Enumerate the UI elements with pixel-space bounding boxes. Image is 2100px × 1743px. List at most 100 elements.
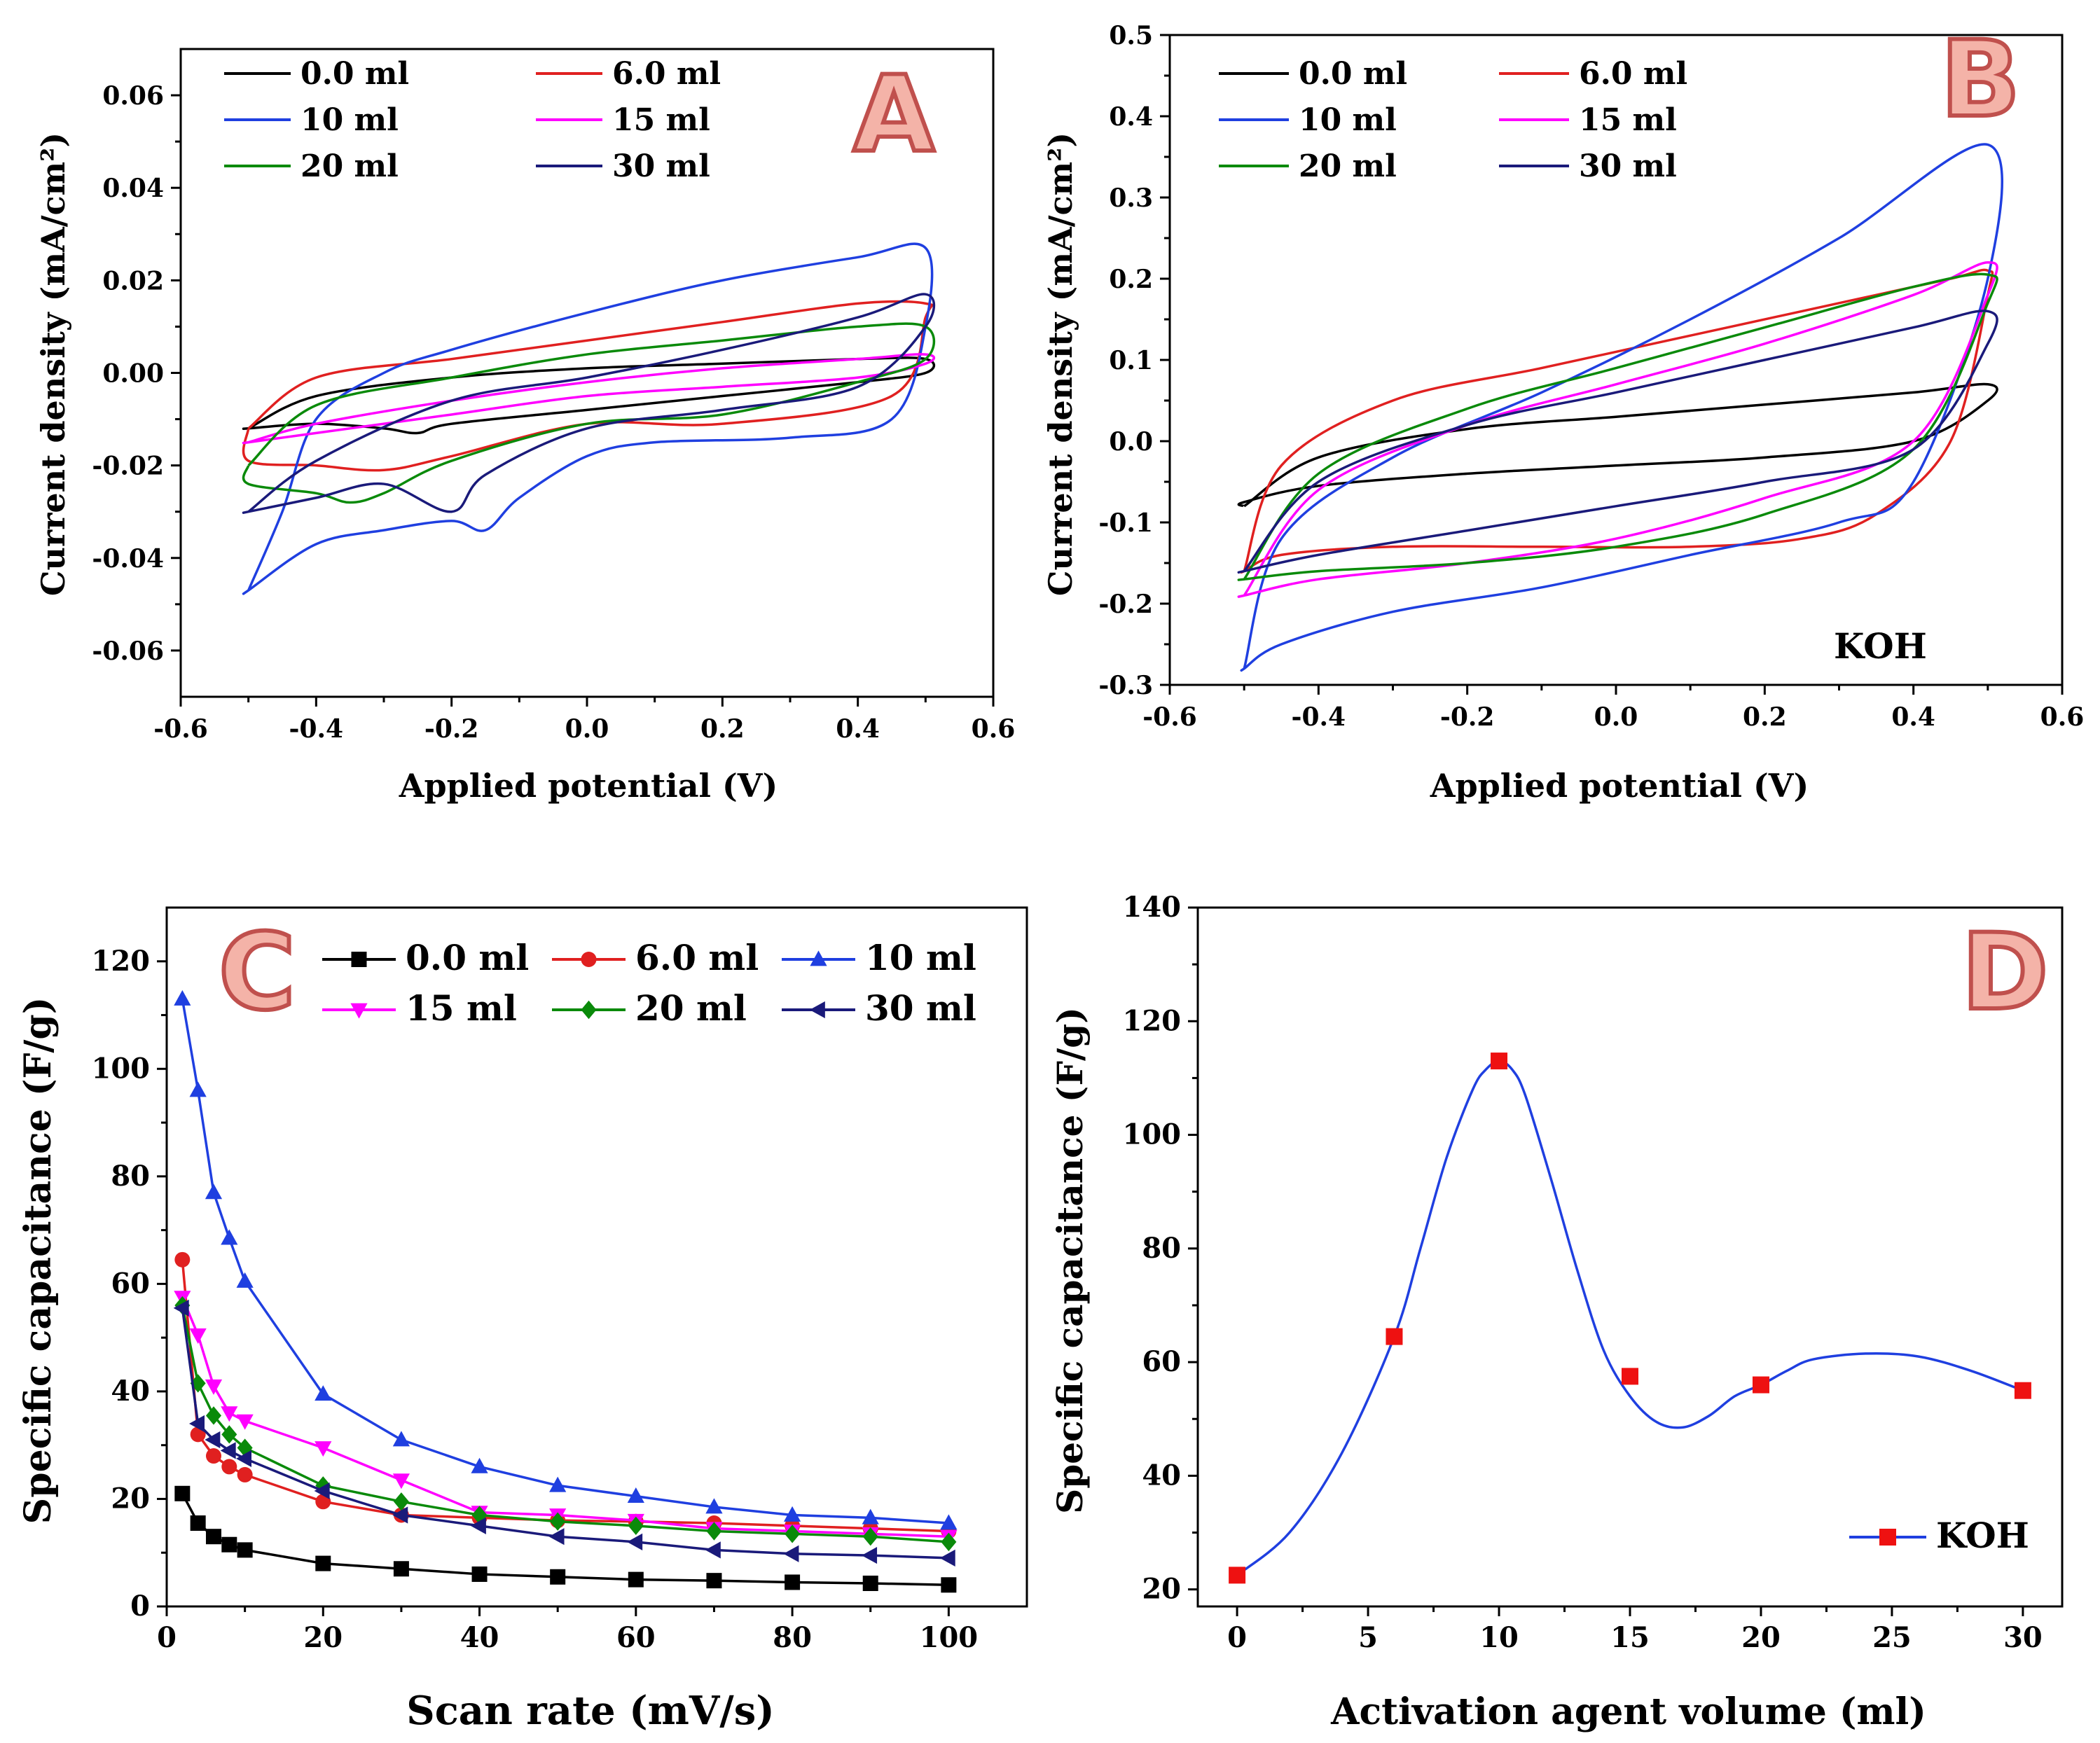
- panel-b-legend-label: 0.0 ml: [1299, 56, 1407, 92]
- panel-a-ytick-label: -0.04: [92, 544, 164, 574]
- panel-d-xtick-label: 20: [1741, 1621, 1781, 1654]
- panel-d-xtick-label: 10: [1479, 1621, 1519, 1654]
- panel-a-xtick-label: 0.0: [565, 714, 609, 744]
- panel-c-xtick-label: 40: [460, 1621, 499, 1654]
- panel-c-legend-label: 6.0 ml: [635, 937, 759, 978]
- panel-c-xtick-label: 20: [303, 1621, 343, 1654]
- panel-a-xtick-label: -0.2: [424, 714, 479, 744]
- panel-a-xtick-label: 0.6: [972, 714, 1016, 744]
- panel-c-series-0-point: [471, 1566, 488, 1582]
- panel-d-xtick-label: 30: [2003, 1621, 2043, 1654]
- panel-a-xtick-label: 0.2: [700, 714, 745, 744]
- panel-c-ytick-label: 100: [92, 1052, 151, 1085]
- panel-d-legend-label: KOH: [1936, 1515, 2029, 1556]
- panel-c-series-2-point: [627, 1487, 644, 1503]
- panel-b-legend-label: 20 ml: [1299, 148, 1397, 184]
- panel-a-series-2-line: [242, 242, 934, 595]
- panel-c-legend-label: 10 ml: [865, 937, 976, 978]
- panel-c-series-0-point: [393, 1561, 409, 1577]
- panel-c-series-4-point: [221, 1425, 237, 1444]
- panel-b-ytick-label: 0.1: [1109, 346, 1153, 375]
- panel-c-series-1-point: [205, 1448, 221, 1464]
- panel-c-series-2-point: [221, 1229, 238, 1245]
- panel-c-series-4-point: [237, 1438, 253, 1457]
- panel-c-series-1-point: [221, 1459, 237, 1475]
- panel-c-series-0-point: [785, 1574, 801, 1590]
- panel-c-ytick-label: 0: [130, 1590, 150, 1623]
- panel-c-series-4-point: [628, 1516, 644, 1536]
- panel-d-xtick-label: 0: [1227, 1621, 1247, 1654]
- panel-a-ytick-label: -0.06: [92, 637, 164, 666]
- panel-d-point: [1491, 1053, 1508, 1070]
- panel-d-ylabel: Specific capacitance (F/g): [1049, 1007, 1091, 1514]
- panel-c-series-5-point: [705, 1541, 721, 1559]
- panel-b-legend-label: 10 ml: [1299, 102, 1397, 138]
- panel-a-legend-label: 6.0 ml: [612, 56, 721, 92]
- panel-d-ytick-label: 40: [1142, 1459, 1181, 1492]
- panel-a-xtick-label: -0.6: [153, 714, 208, 744]
- panel-b-plot-area: -0.6 -0.4 -0.2 0.0 0.2 0.4 0.6 -0.3 -0.2 -0.1 0.0 0…: [1098, 21, 2084, 732]
- panel-a-xtick-label: 0.4: [836, 714, 880, 744]
- panel-a-legend-label: 10 ml: [301, 102, 399, 138]
- panel-d-frame: [1196, 906, 2064, 1608]
- panel-b-ytick-label: 0.4: [1109, 102, 1153, 132]
- panel-c-series-0-point: [221, 1536, 237, 1553]
- panel-c-legend-marker: [810, 950, 827, 966]
- panel-c-series-2-point: [392, 1431, 410, 1447]
- panel-b-xtick-label: -0.2: [1440, 702, 1495, 732]
- panel-c-series-5-point: [783, 1545, 799, 1562]
- panel-d-legend-marker: [1879, 1529, 1896, 1546]
- panel-c-xtick-label: 0: [157, 1621, 177, 1654]
- panel-c-series-3-point: [205, 1379, 223, 1395]
- panel-c-series-3-point: [392, 1473, 410, 1489]
- panel-c-ytick-label: 120: [92, 945, 151, 978]
- panel-d-chart: 0 5 10 15 20 25 30 20 40 60 80 100 120 140 KOH D Activ…: [1049, 891, 2064, 1733]
- panel-a-plot-area: -0.6 -0.4 -0.2 0.0 0.2 0.4 0.6 -0.06 -0.04 -0.02 0…: [92, 48, 1016, 744]
- panel-c-series-2-line: [181, 999, 949, 1525]
- panel-c-series-5-point: [627, 1533, 643, 1550]
- panel-c-plot-area: 0 20 40 60 80 100 0 20 40 60 80 100 120 0.0 ml 6.0 ml 1…: [92, 906, 1028, 1654]
- panel-b-series-2-line: [1240, 143, 2003, 672]
- panel-c-series-2-point: [471, 1457, 488, 1473]
- panel-c-series-2-point: [205, 1183, 223, 1200]
- panel-d-ytick-label: 120: [1123, 1004, 1182, 1037]
- panel-b-series-5-line: [1237, 310, 1998, 574]
- panel-a-ytick-label: 0.04: [102, 174, 164, 203]
- panel-b-chart: -0.6 -0.4 -0.2 0.0 0.2 0.4 0.6 -0.3 -0.2 -0.1 0.0 0…: [1042, 17, 2084, 805]
- panel-d-ytick-label: 100: [1123, 1118, 1182, 1151]
- panel-d-point: [1622, 1368, 1638, 1385]
- panel-c-series-3-point: [236, 1414, 254, 1430]
- panel-c-series-5-point: [235, 1450, 251, 1467]
- panel-c-series-3-point: [221, 1406, 238, 1422]
- panel-a-xlabel: Applied potential (V): [399, 767, 778, 805]
- panel-c-ytick-label: 40: [111, 1375, 150, 1408]
- panel-c-series-2-point: [174, 989, 191, 1006]
- panel-d-ytick-label: 60: [1142, 1345, 1181, 1378]
- panel-c-series-5-point: [189, 1415, 205, 1433]
- panel-b-xtick-label: -0.6: [1142, 702, 1197, 732]
- panel-c-series-5-point: [392, 1506, 408, 1524]
- panel-c-frame: [165, 906, 1028, 1608]
- panel-b-series-1-line: [1240, 268, 1994, 574]
- panel-d-xtick-label: 15: [1610, 1621, 1650, 1654]
- panel-b-legend-label: 30 ml: [1579, 148, 1677, 184]
- panel-d-point: [1229, 1567, 1246, 1584]
- panel-c-series-0-point: [628, 1571, 644, 1588]
- panel-c-series-0-point: [205, 1529, 221, 1545]
- panel-c-series-4-point: [205, 1406, 221, 1425]
- panel-b-ytick-label: -0.3: [1098, 671, 1153, 700]
- panel-a-legend-label: 15 ml: [612, 102, 710, 138]
- panel-c-series-4-line: [181, 1305, 949, 1543]
- panel-d-ytick-label: 20: [1142, 1573, 1181, 1606]
- panel-c-chart: 0 20 40 60 80 100 0 20 40 60 80 100 120 0.0 ml 6.0 ml 1…: [17, 906, 1028, 1734]
- panel-b-xtick-label: 0.2: [1743, 702, 1787, 732]
- panel-c-legend-label: 30 ml: [865, 987, 976, 1029]
- panel-c-series-5-point: [470, 1517, 486, 1534]
- panel-b-xtick-label: 0.0: [1594, 702, 1638, 732]
- panel-c-series-5-point: [548, 1528, 565, 1546]
- panel-d-fit-curve: [1236, 1060, 2024, 1576]
- panel-c-legend-marker: [581, 952, 597, 967]
- panel-c-ytick-label: 60: [111, 1267, 150, 1300]
- panel-b-series-4-line: [1237, 272, 1998, 581]
